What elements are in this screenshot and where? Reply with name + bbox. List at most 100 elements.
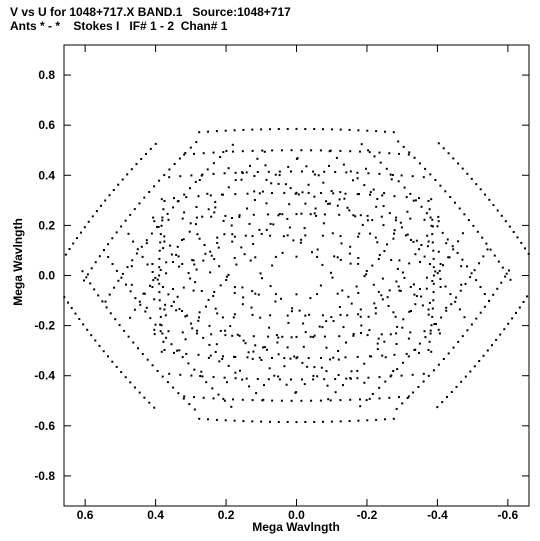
uv-point xyxy=(360,143,363,146)
uv-point xyxy=(481,236,484,239)
uv-point xyxy=(85,276,88,279)
uv-point xyxy=(222,219,225,222)
uv-point xyxy=(246,356,249,359)
uv-point xyxy=(249,164,251,167)
uv-point xyxy=(363,362,366,365)
uv-point xyxy=(197,353,200,356)
uv-point xyxy=(337,374,340,376)
uv-point xyxy=(440,316,443,319)
uv-point xyxy=(326,384,329,387)
uv-point xyxy=(505,272,508,275)
uv-point xyxy=(359,405,362,408)
uv-point xyxy=(439,278,442,280)
uv-point xyxy=(243,253,246,256)
uv-point xyxy=(429,332,432,335)
uv-point xyxy=(231,143,234,146)
uv-point xyxy=(306,365,309,368)
uv-point xyxy=(336,256,339,259)
uv-point xyxy=(363,275,366,278)
uv-point xyxy=(301,361,304,364)
x-tick-label: 0.6 xyxy=(77,508,94,522)
uv-point xyxy=(485,242,488,245)
uv-point xyxy=(193,408,196,411)
uv-point xyxy=(429,263,431,265)
uv-point xyxy=(452,346,455,349)
uv-point xyxy=(143,292,146,295)
uv-point xyxy=(276,341,279,344)
uv-point xyxy=(212,162,215,165)
uv-point xyxy=(94,339,97,342)
uv-point xyxy=(365,399,368,402)
uv-point xyxy=(342,326,345,329)
uv-point xyxy=(182,397,185,400)
uv-point xyxy=(415,239,418,242)
uv-point xyxy=(437,215,440,218)
x-tick-label: -0.6 xyxy=(498,508,519,522)
uv-point xyxy=(260,128,263,131)
uv-point xyxy=(327,202,330,205)
uv-point xyxy=(398,152,400,155)
uv-point xyxy=(151,271,154,273)
uv-point xyxy=(214,206,217,209)
uv-point xyxy=(359,214,362,217)
uv-point xyxy=(439,263,442,265)
uv-point xyxy=(94,261,97,264)
uv-point xyxy=(307,191,310,194)
uv-point xyxy=(420,205,423,208)
uv-point xyxy=(289,187,292,190)
uv-point xyxy=(418,342,421,345)
uv-point xyxy=(135,252,138,255)
uv-point xyxy=(301,191,304,194)
uv-point xyxy=(241,171,244,174)
uv-point xyxy=(161,332,164,335)
uv-point xyxy=(183,395,186,398)
uv-point xyxy=(202,336,205,339)
uv-point xyxy=(107,256,110,258)
uv-point xyxy=(167,293,170,296)
uv-point xyxy=(163,240,166,243)
uv-point xyxy=(473,365,476,368)
uv-point xyxy=(167,218,170,221)
uv-point xyxy=(158,282,161,285)
uv-point xyxy=(321,314,324,317)
uv-point xyxy=(233,292,236,294)
uv-point xyxy=(70,307,73,310)
uv-point xyxy=(295,293,298,296)
uv-point xyxy=(213,258,216,261)
uv-point xyxy=(486,349,489,352)
uv-point xyxy=(334,391,337,394)
uv-point xyxy=(76,237,78,240)
uv-point xyxy=(223,399,226,402)
uv-point xyxy=(141,353,144,355)
uv-point xyxy=(64,253,67,256)
uv-point xyxy=(457,162,460,165)
uv-point xyxy=(193,152,195,155)
uv-point xyxy=(295,391,298,394)
uv-point xyxy=(219,329,222,332)
uv-point xyxy=(348,252,351,255)
uv-point xyxy=(395,280,398,283)
uv-point xyxy=(380,215,383,218)
uv-point xyxy=(479,188,482,191)
uv-point xyxy=(284,183,287,186)
uv-point xyxy=(159,330,162,333)
uv-point xyxy=(223,376,226,379)
uv-point xyxy=(272,223,275,226)
uv-point xyxy=(378,376,381,379)
uv-point xyxy=(268,367,271,370)
uv-point xyxy=(420,295,423,298)
uv-point xyxy=(323,378,326,381)
uv-point xyxy=(419,261,421,263)
uv-point xyxy=(383,250,386,253)
uv-point xyxy=(496,287,499,290)
uv-point xyxy=(401,271,404,274)
uv-point xyxy=(267,170,270,173)
uv-point xyxy=(278,170,281,173)
uv-point xyxy=(423,218,426,221)
uv-point xyxy=(269,420,271,423)
uv-point xyxy=(156,225,158,228)
uv-point xyxy=(212,172,215,175)
uv-point xyxy=(252,243,255,245)
uv-point xyxy=(263,384,265,387)
uv-point xyxy=(209,354,212,357)
